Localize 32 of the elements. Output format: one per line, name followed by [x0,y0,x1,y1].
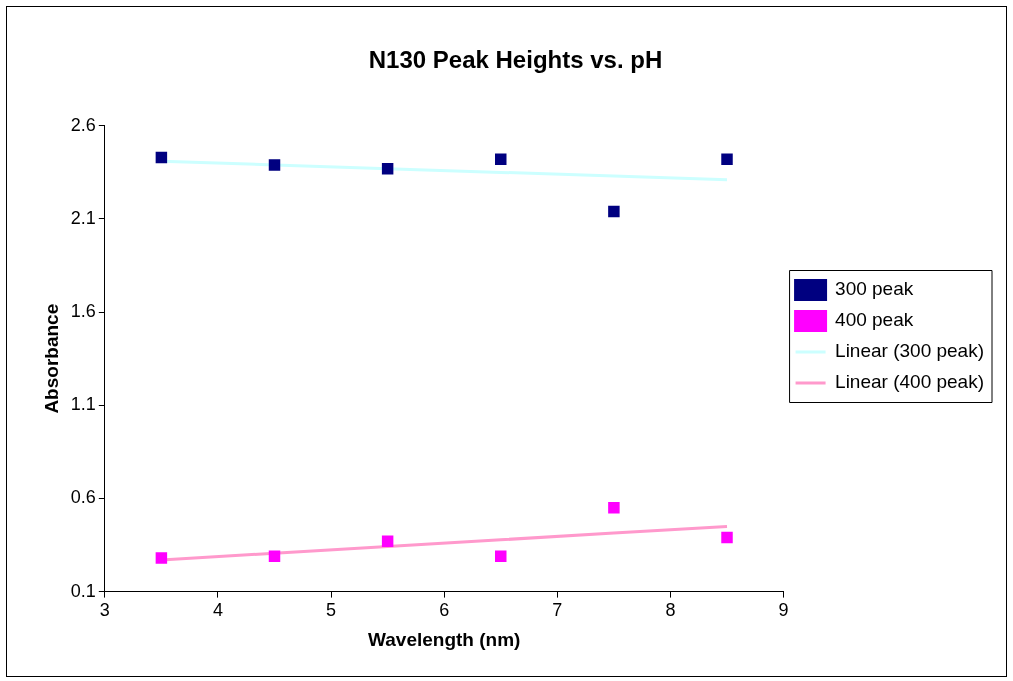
y-tick-label: 2.1 [70,207,96,228]
y-tick-label: 1.6 [70,301,96,322]
point [608,502,620,514]
point [608,205,620,218]
chart-title: N130 Peak Heights vs. pH [368,46,663,74]
y-axis-title: Absorbance [40,303,62,414]
x-tick-label: 9 [778,600,789,621]
x-tick-label: 3 [99,600,110,621]
y-tick-label: 1.1 [70,394,96,415]
y-tick-label: 0.1 [70,580,96,601]
x-tick-label: 6 [439,600,450,621]
legend-label: 300 peak [835,278,914,300]
point [721,531,733,544]
x-tick-label: 8 [665,600,676,621]
point [495,153,507,166]
x-tick-label: 5 [326,600,337,621]
point [155,151,168,164]
x-tick-label: 7 [552,600,563,621]
x-tick-label: 4 [212,600,223,621]
x-axis-title: Wavelength (nm) [368,628,521,650]
point [721,153,733,166]
legend-label: 400 peak [835,309,914,331]
point [268,550,281,562]
point [495,550,507,562]
point [381,162,394,175]
legend-label: Linear (400 peak) [835,371,985,393]
legend-label: Linear (300 peak) [835,340,985,362]
point [381,535,394,548]
point [155,552,168,564]
point [268,159,281,171]
y-tick-label: 2.6 [70,114,96,135]
y-tick-label: 0.6 [70,487,96,508]
